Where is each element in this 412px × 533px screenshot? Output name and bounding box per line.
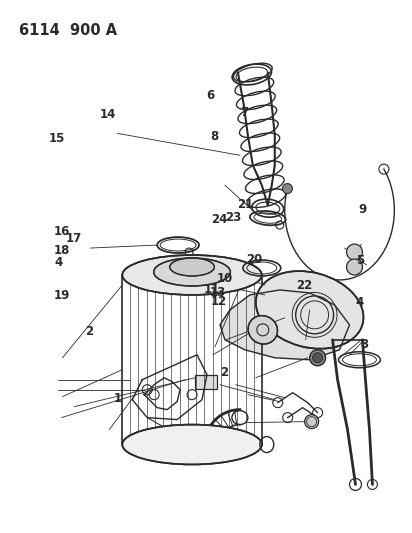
Text: 12: 12: [210, 295, 227, 308]
Bar: [195, 375, 217, 389]
Text: 11: 11: [204, 283, 220, 296]
Text: 4: 4: [356, 296, 364, 309]
Text: 16: 16: [53, 225, 70, 238]
Text: 15: 15: [49, 132, 65, 146]
Text: 24: 24: [211, 213, 227, 226]
Text: 23: 23: [225, 211, 241, 223]
Text: 6114  900 A: 6114 900 A: [19, 22, 117, 38]
Ellipse shape: [256, 271, 363, 349]
Text: 14: 14: [100, 109, 117, 122]
Text: 17: 17: [66, 232, 82, 245]
Text: 19: 19: [53, 289, 70, 302]
Text: 9: 9: [358, 203, 366, 216]
Circle shape: [283, 183, 293, 193]
Circle shape: [304, 415, 318, 429]
Text: 2: 2: [220, 366, 229, 379]
Ellipse shape: [122, 255, 262, 295]
Text: 10: 10: [216, 272, 233, 285]
Text: 3: 3: [360, 338, 368, 351]
Ellipse shape: [122, 425, 262, 464]
Text: 21: 21: [237, 198, 253, 211]
Text: 8: 8: [210, 130, 218, 143]
Text: 20: 20: [246, 253, 262, 266]
Text: 22: 22: [296, 279, 313, 292]
Text: 6: 6: [206, 89, 214, 102]
Polygon shape: [220, 290, 349, 360]
Text: 5: 5: [356, 254, 364, 266]
Text: 2: 2: [85, 325, 93, 338]
Text: 13: 13: [209, 286, 226, 298]
Text: 18: 18: [53, 244, 70, 257]
Text: 7: 7: [240, 106, 248, 119]
Circle shape: [313, 353, 323, 363]
Text: 4: 4: [54, 256, 62, 269]
Ellipse shape: [248, 316, 278, 344]
Circle shape: [346, 259, 363, 275]
Text: 1: 1: [114, 392, 122, 405]
Circle shape: [310, 350, 325, 366]
Circle shape: [346, 244, 363, 260]
Ellipse shape: [170, 258, 214, 276]
Ellipse shape: [154, 258, 230, 286]
